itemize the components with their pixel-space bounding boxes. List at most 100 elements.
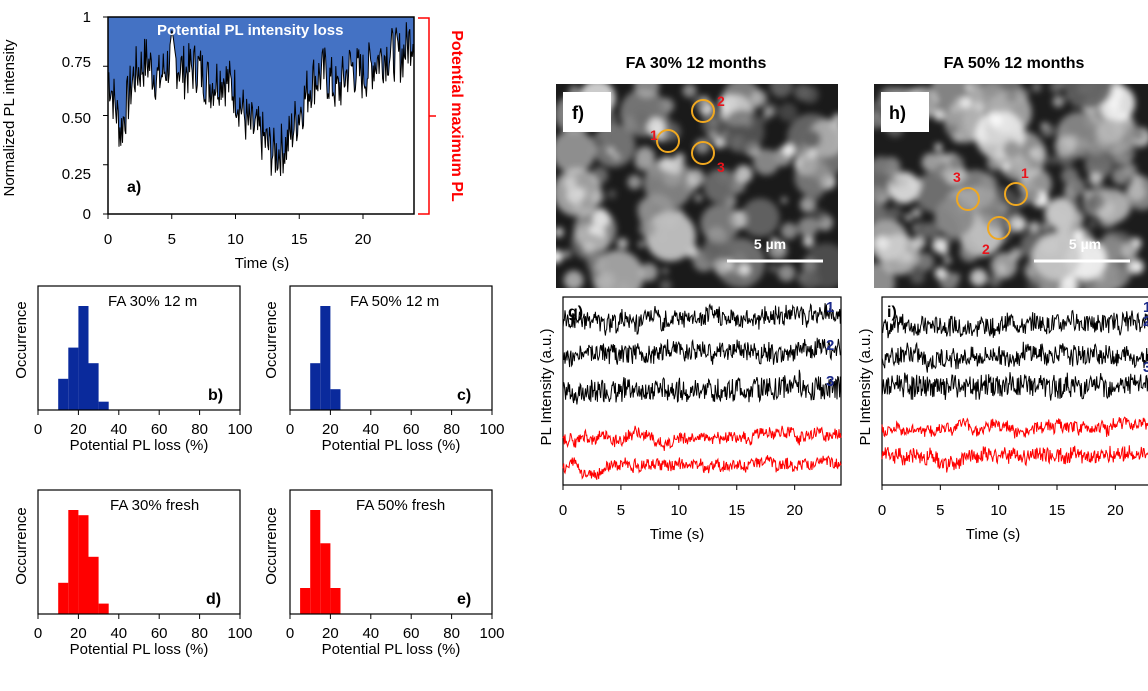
particle — [563, 270, 584, 288]
particle — [591, 134, 606, 149]
panel-d: Occurrence FA 30% fresh d) 0 20 40 60 80 100 … — [13, 489, 253, 658]
panel-a-annotation: Potential PL intensity loss — [157, 22, 343, 39]
particle — [1021, 88, 1030, 97]
particle — [606, 146, 615, 155]
particle — [694, 138, 710, 154]
tick-label: 0 — [34, 421, 42, 438]
histogram-bar — [88, 556, 99, 614]
tick-label: 100 — [479, 625, 504, 642]
particle — [794, 159, 832, 197]
hist-e-xlabel: Potential PL loss (%) — [322, 641, 461, 658]
tick-label: 60 — [151, 625, 168, 642]
hist-d-xlabel: Potential PL loss (%) — [70, 641, 209, 658]
particle — [1009, 215, 1027, 233]
particle — [970, 269, 988, 287]
tick-label: 0 — [286, 625, 294, 642]
particle — [761, 114, 769, 123]
particle — [782, 143, 796, 157]
particle — [781, 197, 788, 204]
trace-label: 1 — [1143, 299, 1148, 316]
tick-label: 0 — [286, 421, 294, 438]
intensity-trace — [562, 369, 842, 405]
particle — [777, 264, 796, 282]
hist-d-frame — [37, 489, 241, 615]
hist-b-tag: b) — [208, 387, 223, 404]
histogram-bar — [98, 603, 109, 614]
hist-e-frame — [289, 489, 493, 615]
particle — [720, 109, 765, 154]
particle — [959, 242, 979, 262]
particle — [943, 256, 952, 265]
hist-ylabel: Occurrence — [13, 507, 30, 585]
particle — [556, 129, 596, 174]
tick-label: 100 — [227, 421, 252, 438]
particle — [562, 249, 572, 259]
hist-d-title: FA 30% fresh — [110, 497, 199, 514]
tick-label: 20 — [70, 625, 87, 642]
tick-label: 10 — [670, 502, 687, 519]
panel-h-tag: h) — [889, 103, 906, 123]
particle — [1047, 155, 1057, 165]
tick-label: 0 — [559, 502, 567, 519]
tick-label: 0.50 — [62, 110, 91, 127]
particle — [1041, 123, 1055, 137]
tick-label: 10 — [990, 502, 1007, 519]
particle — [916, 252, 934, 271]
particle — [948, 155, 964, 171]
particle — [694, 194, 703, 202]
particle — [702, 236, 732, 266]
tick-label: 20 — [70, 421, 87, 438]
panel-g-xlabel: Time (s) — [650, 526, 704, 543]
particle — [934, 143, 943, 152]
particle — [1005, 90, 1018, 103]
particle — [1073, 230, 1084, 241]
tick-label: 0 — [878, 502, 886, 519]
particle — [1099, 152, 1118, 171]
roi-circle — [691, 141, 715, 165]
particle — [1042, 223, 1049, 230]
particle — [999, 203, 1009, 213]
histogram-bar — [68, 510, 79, 614]
particle — [646, 117, 665, 136]
particle — [1002, 140, 1022, 160]
panel-h-tag-box — [881, 92, 929, 132]
particle — [904, 213, 913, 222]
trace-label: 2 — [826, 337, 834, 354]
panel-i-traces — [881, 309, 1148, 473]
particle — [592, 124, 636, 168]
particle — [713, 259, 730, 275]
particle — [573, 202, 583, 212]
tick-label: 20 — [786, 502, 803, 519]
particle — [804, 182, 823, 202]
panel-g-ylabel: PL Intensity (a.u.) — [538, 328, 555, 445]
tick-label: 0.25 — [62, 166, 91, 183]
intensity-trace — [881, 416, 1148, 439]
histogram-bar — [78, 515, 89, 614]
particle — [874, 204, 886, 222]
particle — [1122, 241, 1139, 259]
tick-label: 10 — [227, 231, 244, 248]
histogram-bar — [330, 389, 341, 410]
panel-h-title: FA 50% 12 months — [944, 55, 1085, 72]
panel-a-tag: a) — [127, 179, 141, 196]
roi-circle — [956, 187, 980, 211]
particle — [1031, 84, 1042, 93]
hist-b-title: FA 30% 12 m — [108, 293, 197, 310]
hist-e-xticks: 0 20 40 60 80 100 — [286, 614, 505, 642]
panel-e: Occurrence FA 50% fresh e) 0 20 40 60 80 100 … — [263, 489, 505, 658]
particle — [945, 123, 958, 136]
tick-label: 20 — [355, 231, 372, 248]
particle — [978, 133, 988, 143]
panel-c: Occurrence FA 50% 12 m c) 0 20 40 60 80 100 P… — [263, 285, 505, 454]
hist-ylabel: Occurrence — [13, 301, 30, 379]
particle — [633, 109, 651, 127]
particle — [874, 156, 890, 174]
tick-label: 5 — [936, 502, 944, 519]
particle — [659, 279, 672, 288]
hist-c-bars — [310, 306, 341, 410]
tick-label: 60 — [403, 421, 420, 438]
particle — [802, 129, 821, 149]
particle — [960, 96, 972, 108]
particle — [634, 152, 653, 171]
hist-e-tag: e) — [457, 591, 471, 608]
